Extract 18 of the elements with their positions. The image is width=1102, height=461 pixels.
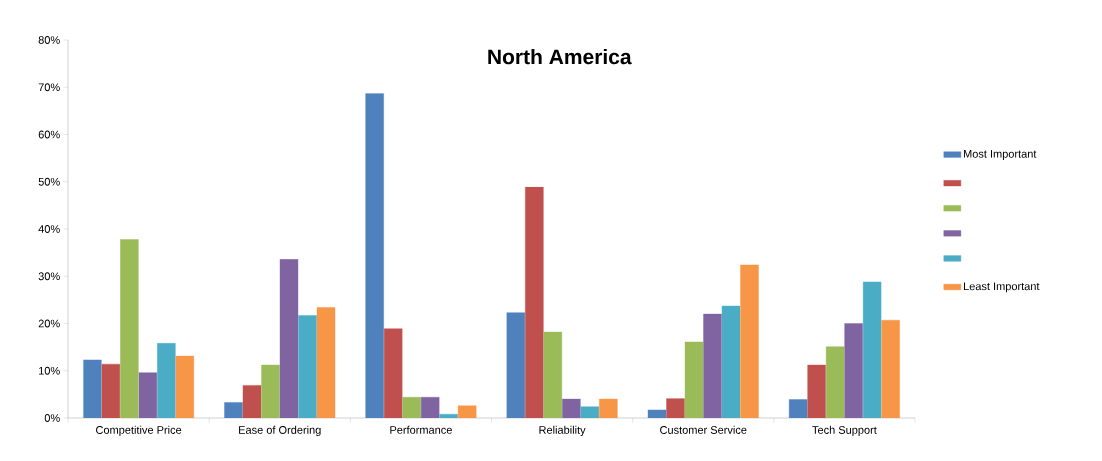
x-tick-label: Reliability [539,425,586,437]
y-tick-label: 30% [38,272,60,281]
y-tick-label: 20% [38,319,60,328]
y-tick-label: 0% [44,414,60,422]
legend-label: Least Important [963,282,1040,293]
x-tick-label: Performance [390,425,452,434]
x-tick-label: Ease of Ordering [239,425,321,437]
chart-title: North America [488,48,632,65]
y-tick-label: 40% [38,225,60,233]
legend-label: Most Important [963,150,1037,160]
y-tick-label: 10% [39,366,60,375]
y-tick-label: 70% [38,83,60,92]
x-tick-label: Customer Service [660,425,747,434]
y-tick-label: 60% [38,130,60,139]
y-tick-label: 80% [38,36,60,44]
y-tick-label: 50% [38,177,60,186]
x-tick-label: Competitive Price [96,425,182,437]
x-tick-label: Tech Support [812,425,877,437]
